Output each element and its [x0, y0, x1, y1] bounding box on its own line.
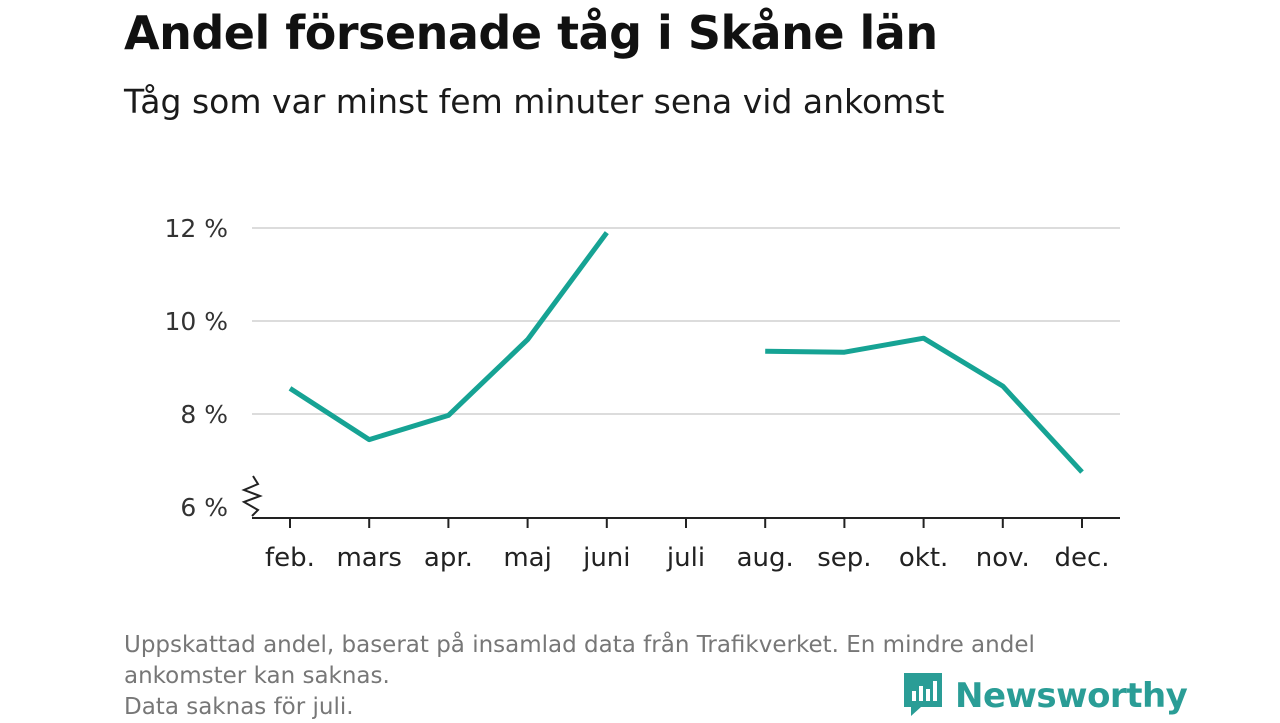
newsworthy-logo[interactable]: Newsworthy	[901, 670, 1188, 722]
grid-lines	[252, 227, 1120, 415]
x-tick-label: juli	[666, 543, 705, 573]
x-tick-label: dec.	[1054, 543, 1109, 573]
footnote-line: Uppskattad andel, baserat på insamlad da…	[124, 632, 1035, 689]
y-tick-label: 8 %	[180, 400, 228, 429]
x-tick-label: apr.	[424, 543, 473, 573]
x-tick-label: sep.	[817, 543, 871, 573]
axes	[241, 475, 1120, 528]
y-tick-label: 6 %	[180, 493, 228, 522]
x-tick-label: maj	[503, 543, 551, 573]
y-tick-label: 12 %	[164, 214, 228, 243]
line-chart: 6 % 8 % 10 % 12 % feb. mars apr. maj juni juli aug…	[164, 214, 1120, 573]
x-tick-label: juni	[582, 543, 630, 573]
x-tick-label: aug.	[737, 543, 794, 573]
x-tick-label: mars	[336, 543, 402, 573]
y-tick-label: 10 %	[164, 307, 228, 336]
footnote: Uppskattad andel, baserat på insamlad da…	[124, 630, 1154, 723]
chart-title: Andel försenade tåg i Skåne län	[124, 6, 938, 60]
logo-text: Newsworthy	[955, 676, 1188, 716]
newsworthy-chart-bubble-icon	[901, 670, 945, 722]
series-lines	[288, 231, 1084, 474]
series-line	[288, 231, 609, 443]
x-tick-label: feb.	[265, 543, 315, 573]
axis-break-mark	[241, 475, 263, 517]
x-tick-label: nov.	[976, 543, 1030, 573]
tick-labels: 6 % 8 % 10 % 12 % feb. mars apr. maj juni juli aug…	[164, 214, 1109, 573]
series-line	[765, 335, 1084, 474]
x-tick-label: okt.	[899, 543, 948, 573]
chart-subtitle: Tåg som var minst fem minuter sena vid a…	[124, 82, 945, 121]
footnote-line: Data saknas för juli.	[124, 694, 354, 720]
